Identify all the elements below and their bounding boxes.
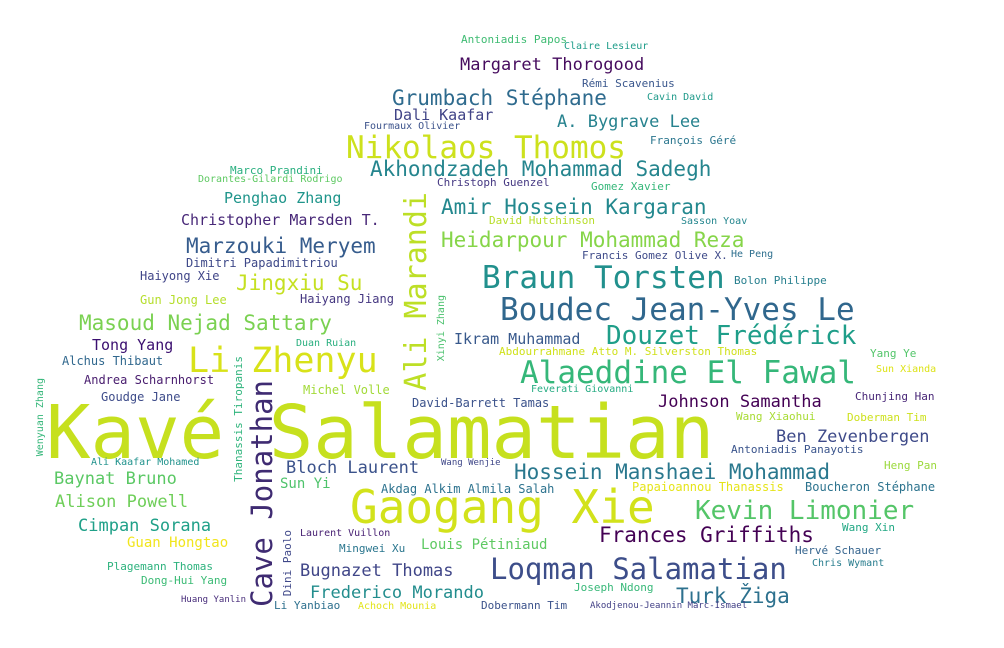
word-thanassis-tiropanis: Thanassis Tiropanis <box>232 356 245 482</box>
word-haiyong-xie: Haiyong Xie <box>140 269 220 283</box>
word-guan-hongtao: Guan Hongtao <box>127 535 229 551</box>
word-li-yanbiao: Li Yanbiao <box>274 599 341 612</box>
word-hossein-manshaei-mohammad: Hossein Manshaei Mohammad <box>514 460 831 484</box>
word-sasson-yoav: Sasson Yoav <box>681 216 748 227</box>
word-marco-prandini: Marco Prandini <box>230 164 323 177</box>
word-xinyi-zhang: Xinyi Zhang <box>436 295 447 362</box>
word-frances-griffiths: Frances Griffiths <box>599 523 814 547</box>
word-a-bygrave-lee: A. Bygrave Lee <box>557 112 701 132</box>
word-amir-hossein-kargaran: Amir Hossein Kargaran <box>441 195 707 219</box>
word-kevin-limonier: Kevin Limonier <box>695 496 915 526</box>
word-cavin-david: Cavin David <box>647 92 714 103</box>
word-alison-powell: Alison Powell <box>55 492 189 512</box>
word-duan-ruian: Duan Ruian <box>296 338 357 349</box>
word-louis-petiniaud: Louis Pétiniaud <box>421 537 548 553</box>
word-wang-wenjie: Wang Wenjie <box>441 458 501 468</box>
word-akodjenou-jeannin-marc-ismael: Akodjenou-Jeannin Marc-Ismael <box>590 601 748 611</box>
word-david-hutchinson: David Hutchinson <box>489 214 595 227</box>
word-baynat-bruno: Baynat Bruno <box>54 469 177 489</box>
word-douzet-frederick: Douzet Frédérick <box>606 321 857 351</box>
word-alchus-thibaut: Alchus Thibaut <box>62 354 164 368</box>
word-laurent-vuillon: Laurent Vuillon <box>300 528 391 539</box>
word-yang-ye: Yang Ye <box>870 347 917 360</box>
word-ali-marandi: Ali Marandi <box>399 192 434 391</box>
word-loqman-salamatian: Loqman Salamatian <box>490 552 787 586</box>
word-bloch-laurent: Bloch Laurent <box>286 458 420 478</box>
word-francois-gere: François Géré <box>650 134 737 147</box>
word-dorantes-gilardi-rodrigo: Dorantes-Gilardi Rodrigo <box>198 174 343 185</box>
word-alaeddine-el-fawal: Alaeddine El Fawal <box>520 355 856 391</box>
word-akdag-alkim-almila-salah: Akdag Alkim Almila Salah <box>381 482 555 496</box>
word-he-peng: He Peng <box>731 249 774 260</box>
word-feverati-giovanni: Feverati Giovanni <box>531 384 634 395</box>
word-masoud-nejad-sattary: Masoud Nejad Sattary <box>79 311 332 335</box>
word-heidarpour-mohammad-reza: Heidarpour Mohammad Reza <box>441 228 745 252</box>
word-li-zhenyu: Li Zhenyu <box>188 341 378 381</box>
word-papaioannou-thanassis: Papaioannou Thanassis <box>632 480 784 494</box>
word-kave-salamatian: Kavé Salamatian <box>46 390 715 476</box>
word-antoniadis-panayotis: Antoniadis Panayotis <box>731 443 864 456</box>
word-antoniadis-papos: Antoniadis Papos <box>461 33 567 46</box>
word-johnson-samantha: Johnson Samantha <box>658 392 822 412</box>
word-doberman-tim: Doberman Tim <box>847 411 927 424</box>
word-cimpan-sorana: Cimpan Sorana <box>78 516 212 536</box>
word-dobermann-tim: Dobermann Tim <box>481 599 568 612</box>
word-wang-xin: Wang Xin <box>842 521 895 534</box>
word-claire-lesieur: Claire Lesieur <box>564 41 649 52</box>
word-marzouki-meryem: Marzouki Meryem <box>186 234 376 258</box>
word-sun-yi: Sun Yi <box>280 476 331 492</box>
word-achoch-mounia: Achoch Mounia <box>358 601 437 612</box>
word-fourmaux-olivier: Fourmaux Olivier <box>364 121 461 132</box>
word-michel-volle: Michel Volle <box>303 383 390 397</box>
word-remi-scavenius: Rémi Scavenius <box>582 77 675 90</box>
word-jingxiu-su: Jingxiu Su <box>236 271 363 295</box>
word-braun-torsten: Braun Torsten <box>482 260 725 296</box>
word-ikram-muhammad: Ikram Muhammad <box>454 330 581 348</box>
word-boudec-jean-yves-le: Boudec Jean-Yves Le <box>500 292 855 328</box>
word-huang-yanlin: Huang Yanlin <box>181 595 247 605</box>
word-christopher-marsden-t: Christopher Marsden T. <box>181 211 380 229</box>
word-dali-kaafar: Dali Kaafar <box>394 106 494 124</box>
word-akhondzadeh-mohammad-sadegh: Akhondzadeh Mohammad Sadegh <box>370 157 712 181</box>
word-dimitri-papadimitriou: Dimitri Papadimitriou <box>186 256 338 270</box>
word-goudge-jane: Goudge Jane <box>101 390 181 404</box>
word-chris-wymant: Chris Wymant <box>812 558 885 569</box>
word-sun-xianda: Sun Xianda <box>876 364 937 375</box>
word-turk-ziga: Turk Žiga <box>676 584 790 608</box>
word-wang-xiaohui: Wang Xiaohui <box>736 410 816 423</box>
word-cave-jonathan: Cave Jonathan <box>245 380 279 607</box>
word-chunjing-han: Chunjing Han <box>855 390 935 403</box>
word-herve-schauer: Hervé Schauer <box>795 544 882 557</box>
word-plagemann-thomas: Plagemann Thomas <box>107 560 213 573</box>
word-mingwei-xu: Mingwei Xu <box>339 542 406 555</box>
word-bolon-philippe: Bolon Philippe <box>734 274 827 287</box>
word-frederico-morando: Frederico Morando <box>310 583 484 603</box>
word-nikolaos-thomos: Nikolaos Thomos <box>346 130 626 166</box>
word-penghao-zhang: Penghao Zhang <box>224 189 342 207</box>
word-ali-kaafar-mohamed: Ali Kaafar Mohamed <box>91 457 200 468</box>
word-gaogang-xie: Gaogang Xie <box>350 480 655 534</box>
word-christoph-guenzel: Christoph Guenzel <box>437 176 550 189</box>
word-heng-pan: Heng Pan <box>884 459 937 472</box>
word-gomez-xavier: Gomez Xavier <box>591 180 671 193</box>
word-tong-yang: Tong Yang <box>92 336 174 354</box>
word-francis-gomez-olive: Francis Gomez Olive X. <box>582 249 728 262</box>
word-dong-hui-yang: Dong-Hui Yang <box>141 574 228 587</box>
word-dini-paolo: Dini Paolo <box>281 530 294 597</box>
word-bugnazet-thomas: Bugnazet Thomas <box>300 561 454 581</box>
word-abdourrahmane-atto-silverston: Abdourrahmane Atto M. Silverston Thomas <box>499 345 758 358</box>
word-haiyang-jiang: Haiyang Jiang <box>300 292 394 306</box>
word-ben-zevenbergen: Ben Zevenbergen <box>776 427 930 447</box>
word-joseph-ndong: Joseph Ndong <box>574 581 654 594</box>
word-david-barrett-tamas: David-Barrett Tamas <box>412 396 550 410</box>
word-wenyuan-zhang: Wenyuan Zhang <box>35 378 46 457</box>
word-boucheron-stephane: Boucheron Stéphane <box>805 480 936 494</box>
word-gun-jong-lee: Gun Jong Lee <box>140 293 227 307</box>
word-margaret-thorogood: Margaret Thorogood <box>460 55 645 75</box>
word-andrea-scharnhorst: Andrea Scharnhorst <box>84 373 215 387</box>
word-grumbach-stephane: Grumbach Stéphane <box>392 86 607 110</box>
